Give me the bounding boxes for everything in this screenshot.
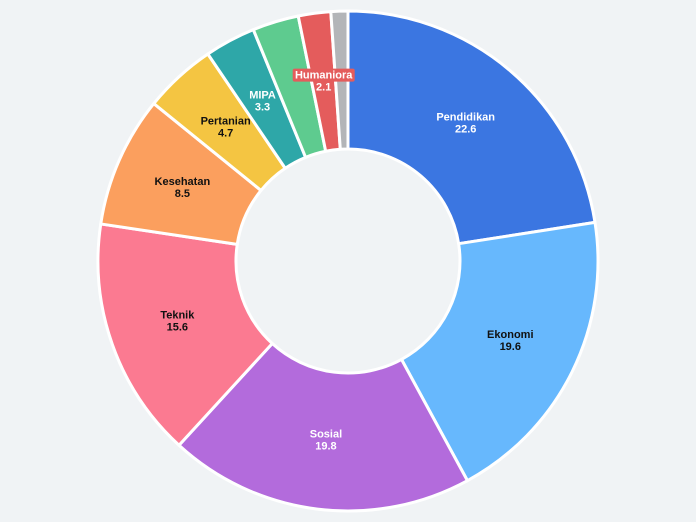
slice-value-label: 3.3: [255, 101, 270, 113]
slice-value-label: 19.6: [500, 341, 521, 353]
slice-teknik: [96, 222, 274, 447]
slice-sosial: [177, 342, 469, 513]
slice-name-label: Humaniora: [295, 70, 353, 82]
slice-name-label: Kesehatan: [155, 176, 211, 188]
slice-value-label: 19.8: [315, 441, 336, 453]
slice-name-label: Sosial: [310, 429, 342, 441]
slice-name-label: MIPA: [249, 89, 276, 101]
slice-value-label: 2.1: [316, 82, 331, 94]
slice-name-label: Ekonomi: [487, 329, 533, 341]
slice-name-label: Pendidikan: [436, 111, 495, 123]
slice-name-label: Pertanian: [201, 116, 251, 128]
slice-value-label: 4.7: [218, 128, 233, 140]
slice-pendidikan: [346, 9, 597, 246]
slice-value-label: 8.5: [175, 188, 190, 200]
label-background: [292, 68, 355, 82]
slice-value-label: 22.6: [455, 123, 476, 135]
slice-name-label: Teknik: [160, 309, 195, 321]
slice-value-label: 15.6: [167, 321, 188, 333]
slice-ekonomi: [400, 220, 600, 483]
